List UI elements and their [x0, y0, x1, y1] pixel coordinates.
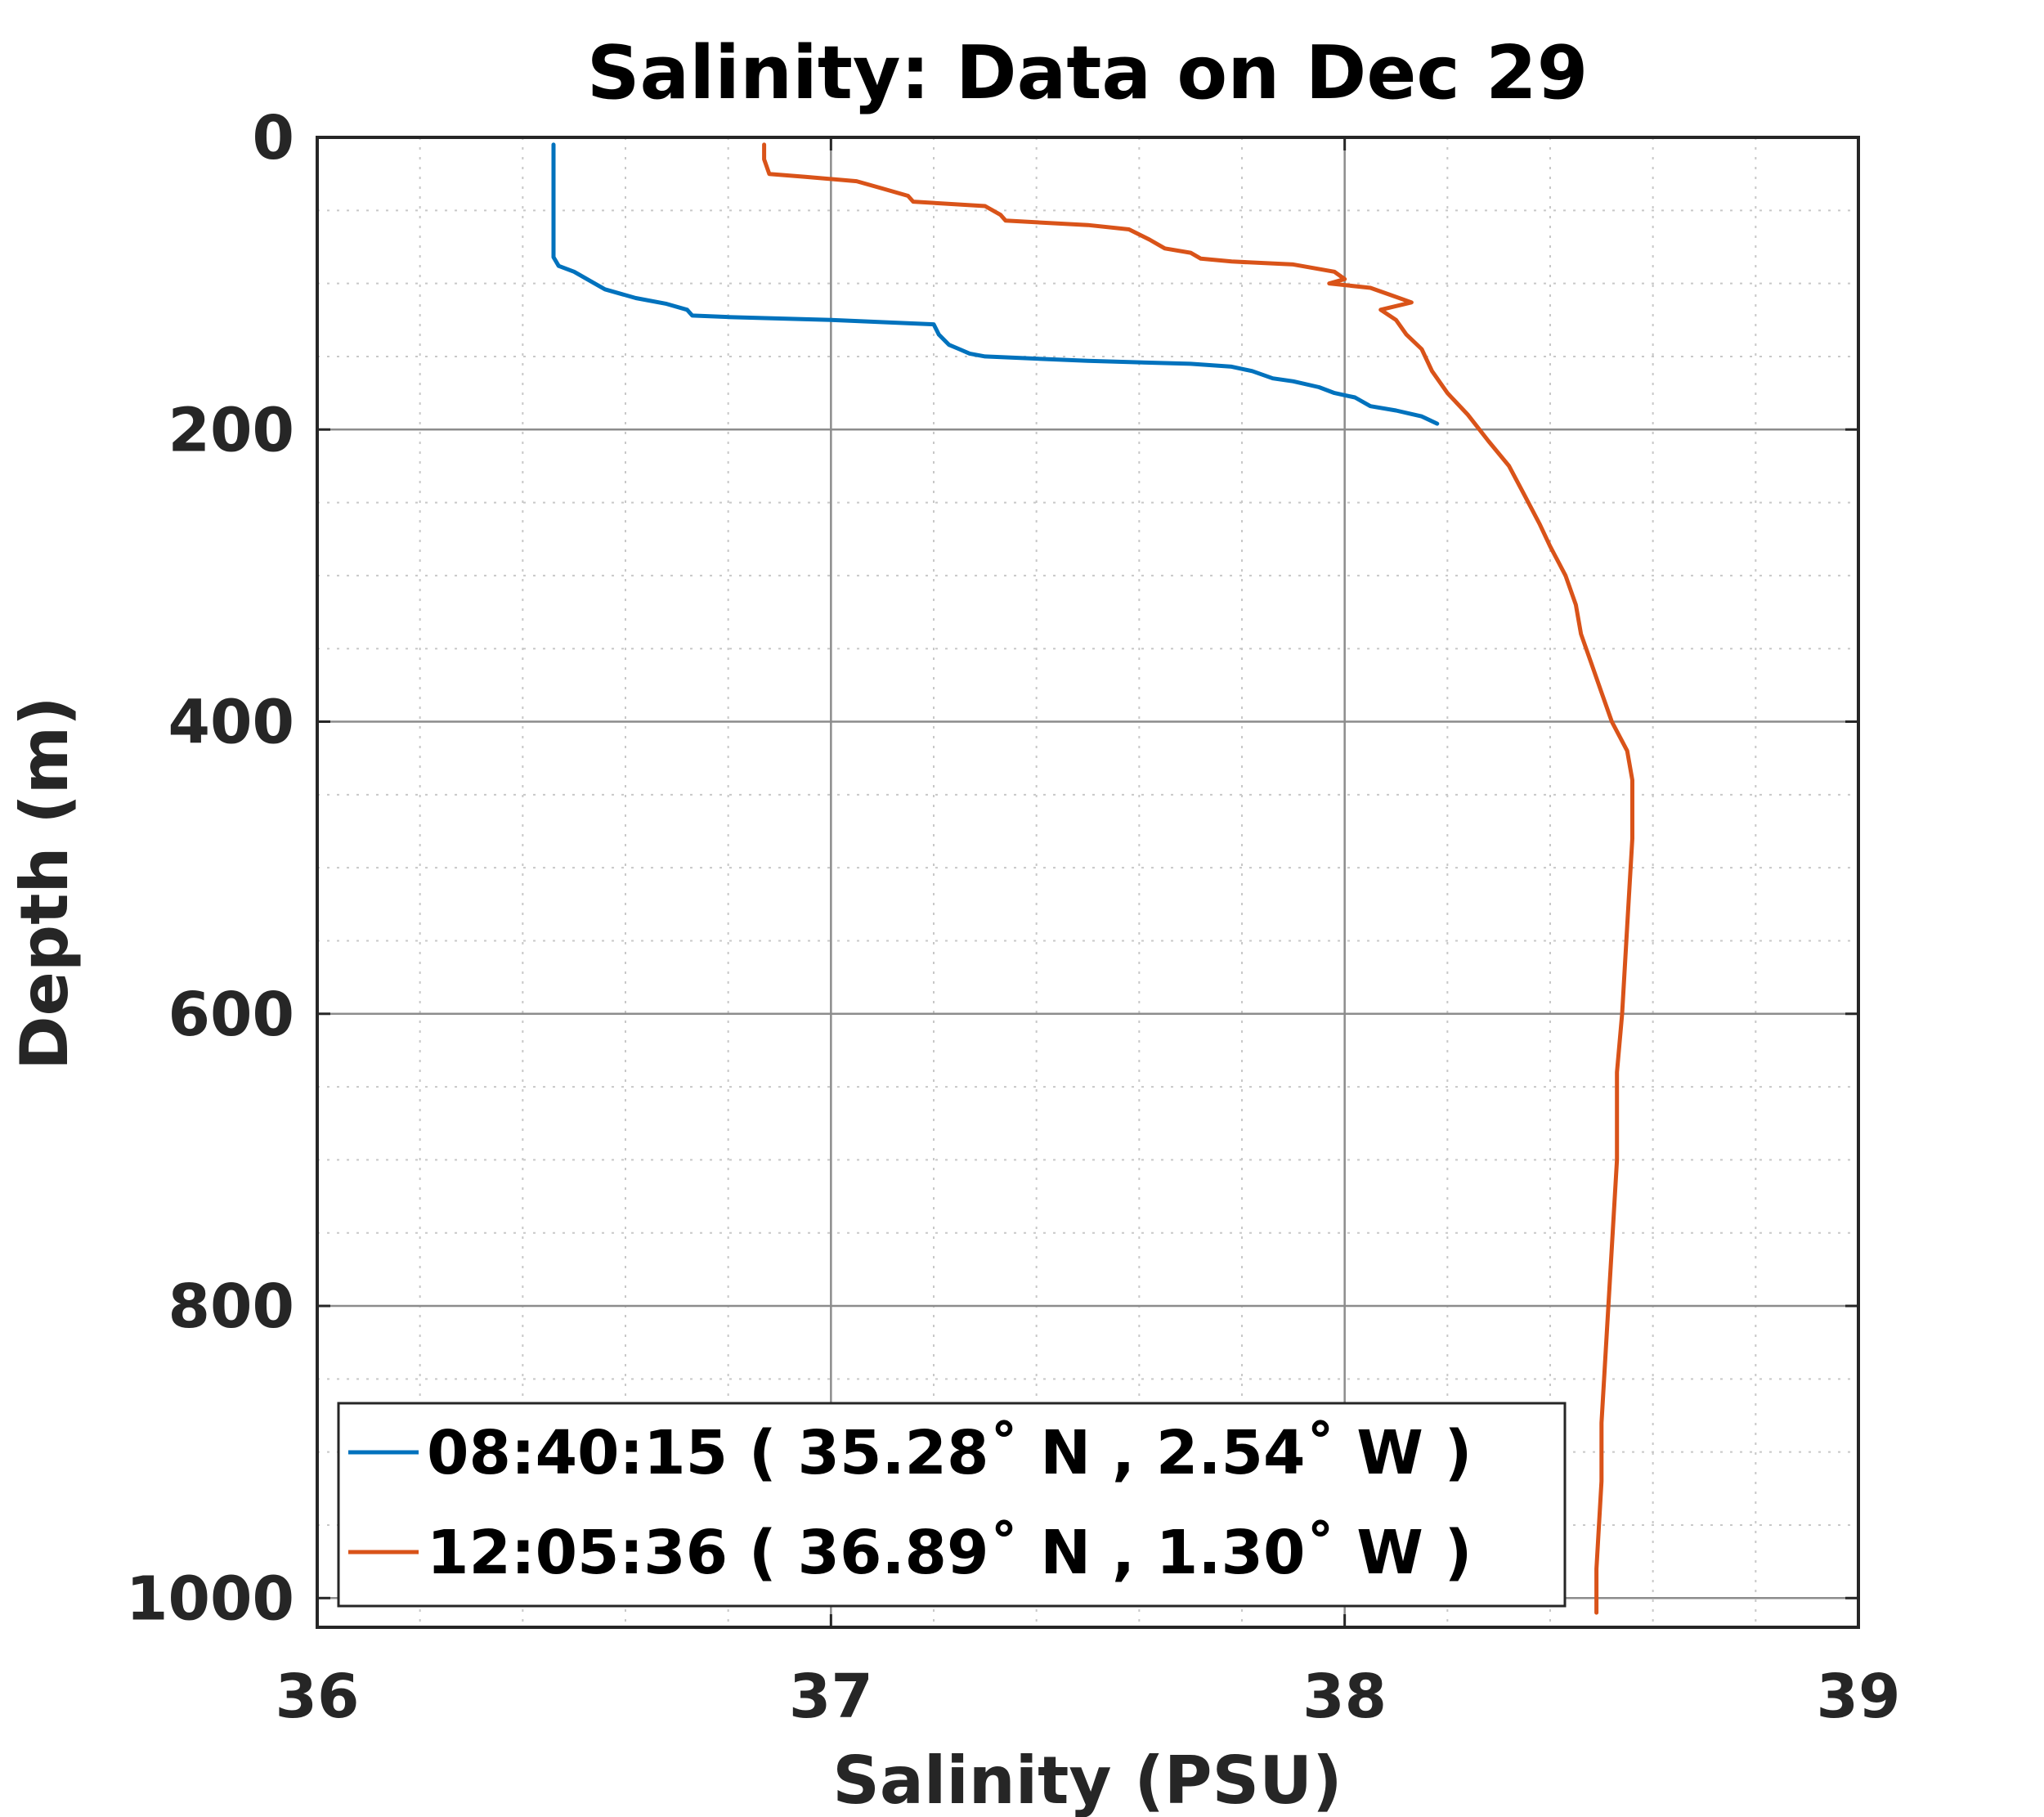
x-tick-label: 37	[789, 1662, 873, 1732]
y-tick-label: 200	[168, 395, 294, 465]
series-line-2	[762, 142, 1634, 1615]
y-tick-label: 1000	[126, 1564, 294, 1634]
legend-entry-2: 12:05:36 ( 36.89˚ N , 1.30˚ W )	[427, 1518, 1472, 1588]
plot-frame	[316, 136, 1860, 1629]
y-tick-label: 400	[168, 688, 294, 758]
series-line-1	[551, 142, 1440, 426]
x-tick-label: 36	[276, 1662, 360, 1732]
x-tick-labels: 36 37 38 39	[276, 1662, 1901, 1732]
series-layer	[551, 142, 1634, 1615]
legend-entry-1: 08:40:15 ( 35.28˚ N , 2.54˚ W )	[427, 1418, 1472, 1488]
y-tick-labels: 0 200 400 600 800 1000	[126, 103, 294, 1634]
x-axis-label: Salinity (PSU)	[832, 1743, 1342, 1817]
legend: 08:40:15 ( 35.28˚ N , 2.54˚ W ) 12:05:36…	[337, 1402, 1567, 1608]
x-tick-label: 39	[1817, 1662, 1901, 1732]
y-axis-label: Depth (m)	[7, 696, 83, 1070]
y-tick-label: 800	[168, 1272, 294, 1342]
tick-marks	[316, 136, 1860, 1627]
x-tick-label: 38	[1302, 1662, 1387, 1732]
legend-box	[337, 1402, 1567, 1608]
y-tick-label: 600	[168, 980, 294, 1050]
chart-title: Salinity: Data on Dec 29	[587, 30, 1589, 116]
y-tick-label: 0	[253, 103, 295, 173]
